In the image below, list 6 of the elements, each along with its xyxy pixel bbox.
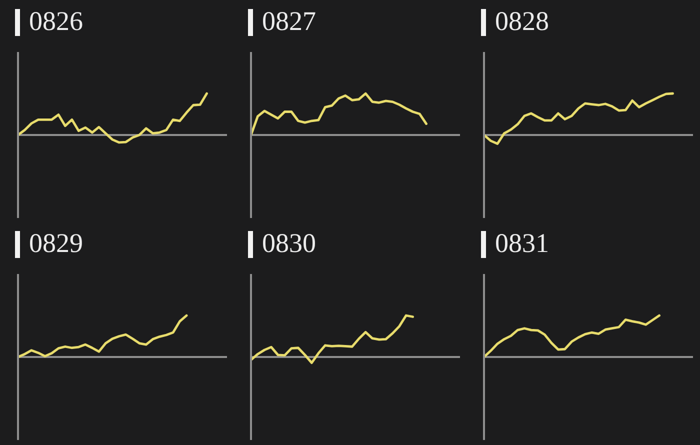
chart-title: 0826 (29, 5, 83, 38)
chart-title: 0828 (495, 5, 549, 38)
chart-title: 0831 (495, 227, 549, 260)
chart-title: 0829 (29, 227, 83, 260)
chart-title: 0830 (262, 227, 316, 260)
chart-title: 0827 (262, 5, 316, 38)
